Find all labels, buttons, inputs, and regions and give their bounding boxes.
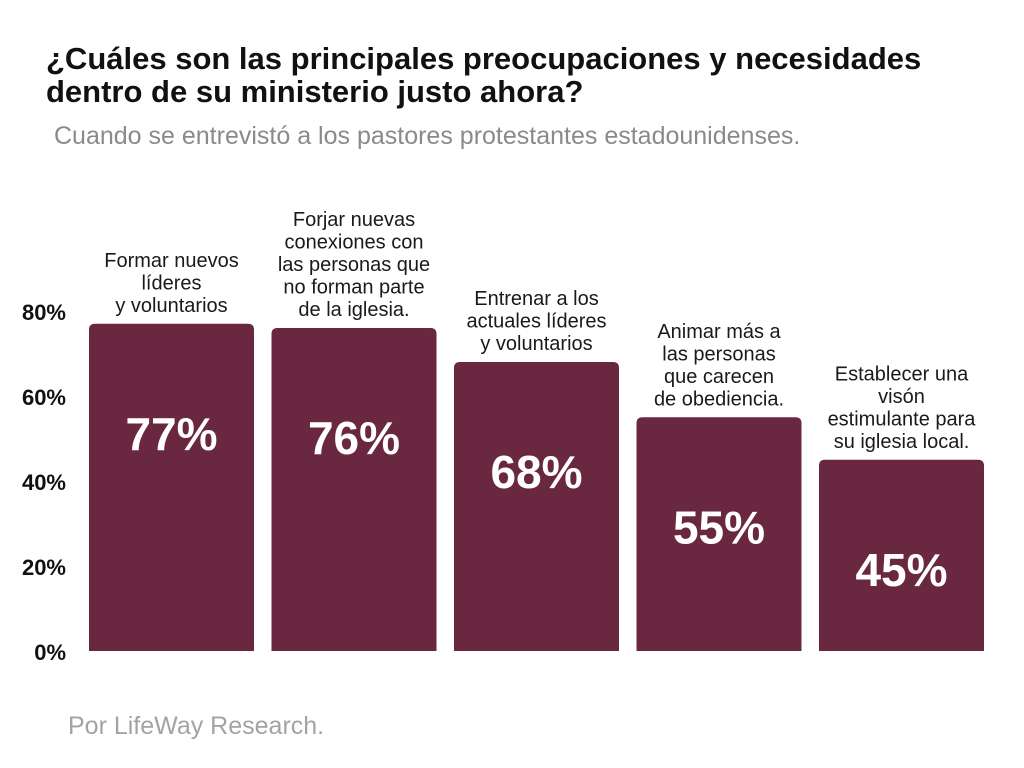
category-label: visón [878,386,925,408]
bar-value-label: 76% [308,412,400,464]
category-label: líderes [141,272,201,294]
category-label: Animar más a [657,321,781,343]
category-label: su iglesia local. [834,431,970,453]
category-label: conexiones con [285,232,424,254]
bar [89,323,254,651]
y-tick-label: 80% [22,300,66,325]
bar-value-label: 45% [855,544,947,596]
category-label: Entrenar a los [474,288,599,310]
chart-title: ¿Cuáles son las principales preocupacion… [46,41,922,109]
category-label: las personas [662,343,775,365]
y-tick-label: 40% [22,470,66,495]
category-label: que carecen [664,366,774,388]
bar [636,417,802,651]
source-note: Por LifeWay Research. [68,712,325,740]
category-label: estimulante para [828,408,977,430]
category-label: actuales líderes [466,311,606,333]
category-label: Forjar nuevas [293,209,415,231]
y-tick-label: 60% [22,385,66,410]
category-label: Formar nuevos [104,250,239,272]
y-tick-label: 0% [34,640,66,665]
category-label: de la iglesia. [298,299,409,321]
bar-value-label: 77% [125,408,217,460]
bar [454,362,619,651]
category-label: y voluntarios [480,333,592,355]
category-label: no forman parte [283,277,424,299]
category-label: y voluntarios [115,295,227,317]
bar [819,459,984,651]
y-tick-label: 20% [22,555,66,580]
category-label: Establecer una [835,363,969,385]
category-label: las personas que [278,254,430,276]
bar-value-label: 68% [490,446,582,498]
chart-subtitle: Cuando se entrevistó a los pastores prot… [54,122,801,150]
category-label: de obediencia. [654,388,784,410]
bar-value-label: 55% [673,501,765,553]
bar [271,328,437,651]
